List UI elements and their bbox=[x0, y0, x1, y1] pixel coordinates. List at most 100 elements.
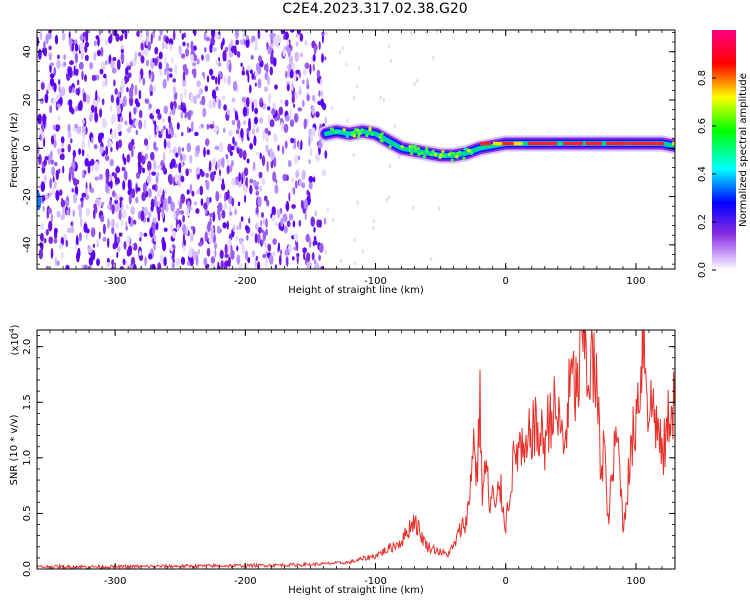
noise-speckle bbox=[104, 39, 109, 46]
noise-speckle bbox=[191, 248, 195, 258]
noise-speckle bbox=[292, 220, 296, 228]
noise-speckle bbox=[157, 208, 162, 213]
noise-speckle bbox=[206, 149, 210, 156]
noise-speckle bbox=[67, 143, 72, 153]
noise-speckle bbox=[239, 39, 245, 45]
noise-speckle bbox=[352, 153, 355, 158]
noise-speckle bbox=[208, 160, 212, 172]
noise-speckle bbox=[105, 183, 109, 193]
noise-speckle bbox=[236, 254, 241, 265]
noise-speckle bbox=[98, 30, 102, 36]
noise-speckle bbox=[148, 253, 153, 260]
x-tick-label: -300 bbox=[104, 276, 127, 287]
noise-speckle bbox=[213, 125, 219, 133]
noise-speckle bbox=[132, 242, 138, 251]
noise-speckle bbox=[133, 107, 137, 115]
noise-speckle bbox=[185, 227, 189, 237]
noise-speckle bbox=[246, 158, 250, 164]
noise-speckle bbox=[51, 166, 56, 177]
noise-speckle bbox=[50, 150, 53, 160]
noise-speckle bbox=[289, 119, 295, 128]
noise-speckle bbox=[148, 134, 152, 140]
noise-speckle bbox=[70, 226, 75, 234]
top-x-axis-label: Height of straight line (km) bbox=[288, 285, 424, 296]
noise-speckle bbox=[320, 78, 323, 86]
colorbar-tick-label: 0.6 bbox=[697, 118, 708, 134]
noise-speckle bbox=[82, 129, 85, 141]
spectrogram-frame bbox=[36, 29, 676, 270]
noise-speckle bbox=[248, 84, 252, 94]
noise-speckle bbox=[235, 129, 240, 135]
y-tick-label: 2.0 bbox=[22, 339, 33, 355]
noise-speckle bbox=[105, 262, 111, 268]
signal-speckle bbox=[352, 134, 357, 138]
noise-speckle bbox=[176, 122, 180, 130]
noise-speckle bbox=[81, 70, 84, 81]
noise-speckle bbox=[179, 92, 184, 104]
noise-speckle bbox=[280, 217, 284, 227]
noise-speckle bbox=[242, 150, 247, 161]
noise-speckle bbox=[146, 175, 152, 184]
signal-speckle bbox=[365, 133, 369, 138]
noise-speckle bbox=[221, 178, 225, 188]
noise-speckle bbox=[121, 30, 125, 34]
noise-speckle bbox=[147, 217, 150, 223]
noise-speckle bbox=[276, 208, 281, 219]
noise-speckle bbox=[198, 242, 203, 247]
noise-speckle bbox=[251, 35, 256, 42]
noise-speckle bbox=[296, 241, 299, 252]
noise-speckle bbox=[97, 36, 100, 47]
x-tick-label: -100 bbox=[364, 276, 387, 287]
noise-speckle bbox=[212, 157, 216, 168]
noise-speckle bbox=[307, 191, 311, 200]
noise-speckle bbox=[217, 74, 221, 86]
noise-speckle bbox=[311, 252, 315, 261]
top-y-ticks: -40 -20 0 20 40 bbox=[22, 32, 675, 265]
noise-speckle bbox=[293, 233, 298, 240]
noise-speckle bbox=[186, 42, 189, 48]
noise-speckle bbox=[241, 69, 245, 76]
noise-speckle bbox=[283, 225, 288, 234]
noise-speckle bbox=[153, 235, 157, 243]
noise-speckle bbox=[48, 32, 52, 40]
colorbar-tick-label: 0.2 bbox=[697, 214, 708, 230]
noise-speckle bbox=[323, 217, 327, 225]
noise-speckle bbox=[145, 35, 149, 46]
noise-speckle bbox=[389, 58, 392, 63]
noise-speckle bbox=[249, 184, 253, 195]
noise-speckle bbox=[165, 62, 170, 72]
noise-speckle bbox=[232, 136, 235, 145]
noise-speckle bbox=[118, 139, 123, 149]
signal-speckle bbox=[467, 149, 471, 153]
noise-speckle bbox=[274, 116, 278, 122]
noise-speckle bbox=[299, 52, 304, 58]
noise-speckle bbox=[144, 256, 147, 267]
noise-speckle bbox=[196, 189, 201, 195]
noise-speckle bbox=[117, 123, 122, 133]
signal-speckle bbox=[337, 130, 341, 134]
noise-speckle bbox=[147, 211, 152, 219]
noise-speckle bbox=[111, 259, 115, 266]
noise-speckle bbox=[231, 197, 235, 207]
noise-speckle bbox=[273, 156, 277, 168]
noise-speckle bbox=[244, 184, 247, 195]
noise-speckle bbox=[126, 154, 131, 163]
noise-speckle bbox=[267, 93, 272, 104]
noise-speckle bbox=[305, 233, 311, 243]
noise-speckle bbox=[283, 35, 286, 40]
noise-speckle bbox=[254, 107, 258, 115]
noise-speckle bbox=[49, 105, 52, 114]
noise-speckle bbox=[105, 76, 108, 87]
noise-speckle bbox=[62, 206, 65, 218]
noise-speckle bbox=[48, 45, 52, 51]
noise-speckle bbox=[221, 95, 226, 101]
noise-speckle bbox=[265, 30, 268, 33]
noise-speckle bbox=[182, 70, 186, 81]
noise-speckle bbox=[210, 230, 215, 238]
noise-speckle bbox=[274, 221, 279, 226]
bottom-y-ticks: 0.0 0.5 1.0 1.5 2.0 bbox=[22, 335, 675, 577]
signal-speckle bbox=[354, 128, 358, 132]
noise-speckle bbox=[140, 210, 145, 222]
noise-speckle bbox=[115, 193, 118, 201]
noise-speckle bbox=[39, 30, 43, 41]
